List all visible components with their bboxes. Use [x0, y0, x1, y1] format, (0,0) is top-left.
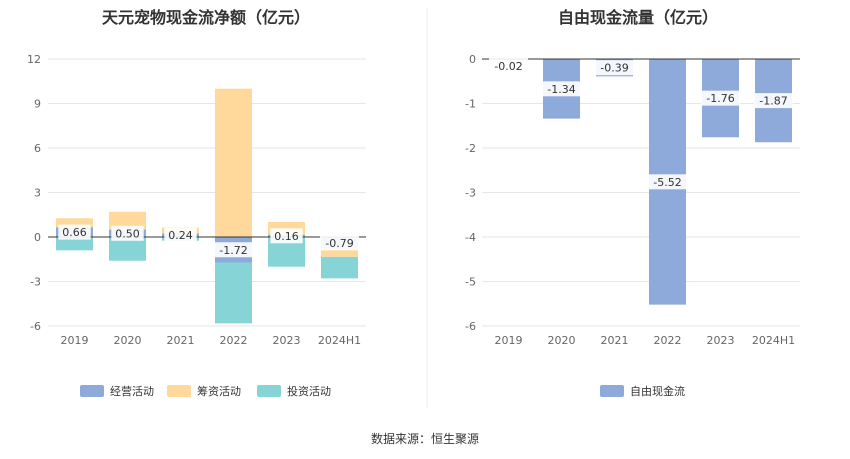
data-label: -0.39 — [600, 62, 628, 75]
legend-swatch — [257, 385, 281, 397]
legend-item[interactable]: 自由现金流 — [600, 384, 685, 398]
data-label-background — [542, 81, 581, 97]
data-source: 数据来源：恒生聚源 — [371, 431, 479, 446]
bars — [490, 59, 792, 305]
x-tick-label: 2022 — [654, 334, 682, 347]
x-tick-label: 2023 — [707, 334, 735, 347]
data-label-background — [648, 174, 687, 190]
data-label-background — [214, 242, 253, 258]
data-label: 0.24 — [168, 229, 193, 242]
free-cash-flow-chart: 0 -1 -2 -3 -4 -5 -6 2019 2020 2021 2022 2023 2024H1 -… — [465, 53, 800, 398]
bar[interactable] — [56, 237, 93, 251]
data-label-background — [489, 58, 528, 74]
x-tick-label: 2021 — [601, 334, 629, 347]
bar[interactable] — [109, 211, 146, 230]
x-tick-label: 2024H1 — [318, 334, 361, 347]
y-tick-label: -4 — [465, 231, 476, 244]
y-tick-label: -1 — [465, 98, 476, 111]
data-label: 0.16 — [274, 230, 299, 243]
y-tick-label: -3 — [465, 187, 476, 200]
legend-label: 自由现金流 — [630, 384, 685, 398]
x-tick-label: 2023 — [273, 334, 301, 347]
data-label-background — [270, 228, 303, 244]
data-label: -1.76 — [706, 92, 734, 105]
x-tick-label: 2021 — [167, 334, 195, 347]
data-label-background — [111, 225, 144, 241]
bars — [56, 88, 358, 324]
y-tick-label: 0 — [469, 53, 476, 66]
x-tick-label: 2020 — [114, 334, 142, 347]
data-label-background — [58, 224, 91, 240]
data-label: -0.79 — [325, 237, 353, 250]
legend-label: 经营活动 — [110, 384, 154, 398]
data-label: 0.50 — [115, 227, 140, 240]
x-tick-label: 2024H1 — [752, 334, 795, 347]
x-tick-label: 2019 — [495, 334, 523, 347]
data-label-background — [754, 93, 793, 109]
legend-swatch — [167, 385, 191, 397]
y-tick-label: 6 — [34, 142, 41, 155]
legend-swatch — [80, 385, 104, 397]
bar[interactable] — [215, 88, 252, 238]
x-tick-label: 2020 — [548, 334, 576, 347]
legend-item[interactable]: 投资活动 — [257, 384, 331, 398]
legend-swatch — [600, 385, 624, 397]
y-tick-label: -2 — [465, 142, 476, 155]
data-label: -5.52 — [653, 176, 681, 189]
x-tick-label: 2019 — [61, 334, 89, 347]
cash-flow-chart: 12 9 6 3 0 -3 -6 2019 2020 2021 2022 2023 2024H1 0.66… — [27, 53, 366, 398]
data-label: -1.72 — [219, 244, 247, 257]
legend-item[interactable]: 筹资活动 — [167, 384, 241, 398]
data-label-background — [164, 227, 197, 243]
bar[interactable] — [215, 262, 252, 324]
bar[interactable] — [56, 218, 93, 228]
y-tick-label: 3 — [34, 187, 41, 200]
legend-item[interactable]: 经营活动 — [80, 384, 154, 398]
y-tick-label: 9 — [34, 98, 41, 111]
data-label-background — [320, 235, 359, 251]
data-label: -1.34 — [547, 83, 575, 96]
y-tick-label: -6 — [465, 320, 476, 333]
chart-title-right: 自由现金流量（亿元） — [558, 8, 718, 27]
data-label: -0.02 — [494, 60, 522, 73]
y-tick-label: 0 — [34, 231, 41, 244]
data-label: 0.66 — [62, 226, 87, 239]
data-label: -1.87 — [759, 95, 787, 108]
bar[interactable] — [321, 248, 358, 257]
y-tick-label: -3 — [30, 276, 41, 289]
chart-title-left: 天元宠物现金流净额（亿元） — [102, 8, 310, 27]
data-label-background — [595, 60, 634, 76]
legend-label: 筹资活动 — [197, 384, 241, 398]
bar[interactable] — [321, 256, 358, 279]
data-label-background — [701, 90, 740, 106]
y-tick-label: -5 — [465, 276, 476, 289]
bar[interactable] — [109, 237, 146, 261]
y-tick-label: 12 — [27, 53, 41, 66]
x-tick-label: 2022 — [220, 334, 248, 347]
y-tick-label: -6 — [30, 320, 41, 333]
legend-label: 投资活动 — [287, 384, 331, 398]
